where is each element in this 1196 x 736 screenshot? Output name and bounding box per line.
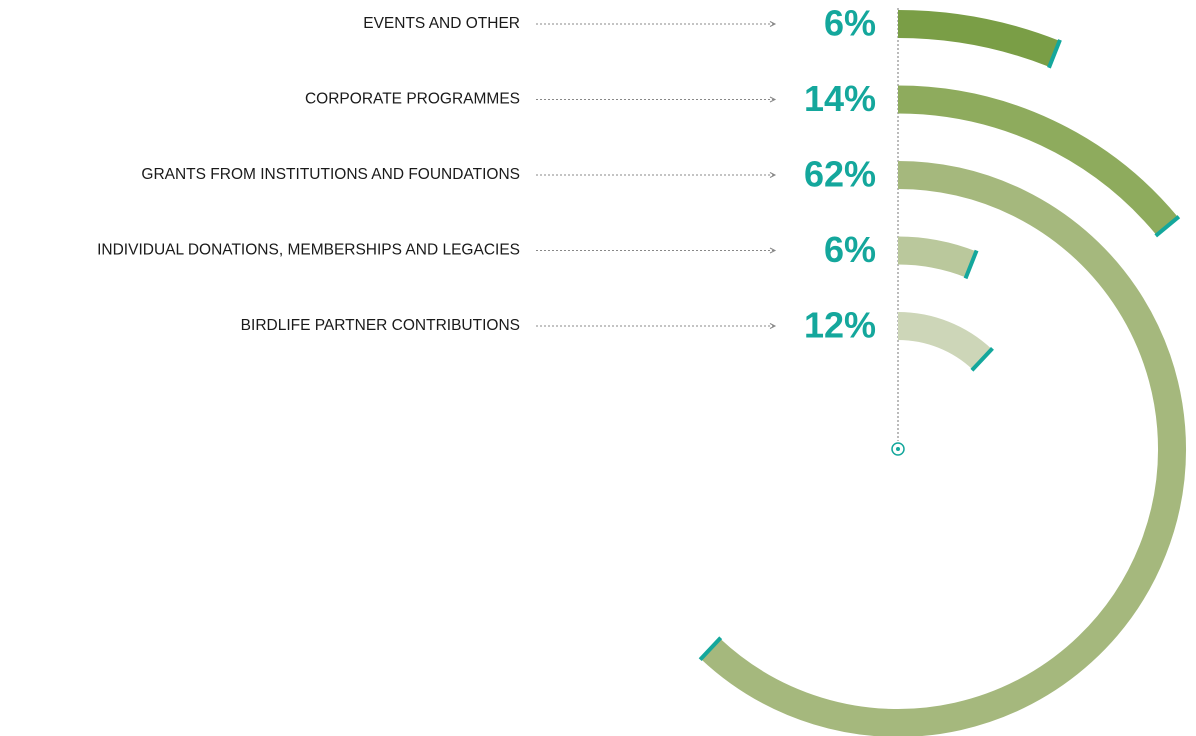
arc-end-cap bbox=[1047, 39, 1062, 69]
center-dot bbox=[896, 447, 900, 451]
category-label: EVENTS AND OTHER bbox=[363, 15, 520, 32]
leader-arrow bbox=[769, 96, 777, 103]
leader-arrow bbox=[769, 21, 777, 27]
value-label: 6% bbox=[824, 3, 876, 44]
arc-end-cap bbox=[970, 347, 994, 372]
value-label: 6% bbox=[824, 229, 876, 270]
category-label: BIRDLIFE PARTNER CONTRIBUTIONS bbox=[241, 317, 520, 334]
arc-bar bbox=[897, 312, 992, 370]
arc-end-cap bbox=[1154, 215, 1181, 238]
arc-bar bbox=[897, 10, 1060, 67]
arc-bar bbox=[897, 85, 1179, 236]
value-label: 14% bbox=[804, 78, 876, 119]
leader-arrow bbox=[769, 172, 777, 178]
value-label: 12% bbox=[804, 305, 876, 346]
center-ring bbox=[891, 442, 905, 456]
arc-bar bbox=[700, 161, 1186, 736]
arc-end-cap bbox=[963, 249, 979, 280]
leader-arrow bbox=[769, 323, 777, 329]
arc-bar bbox=[897, 236, 977, 278]
value-label: 62% bbox=[804, 154, 876, 195]
category-label: GRANTS FROM INSTITUTIONS AND FOUNDATIONS bbox=[141, 166, 520, 183]
arc-end-cap bbox=[698, 636, 723, 662]
category-label: CORPORATE PROGRAMMES bbox=[305, 91, 520, 108]
leader-arrow bbox=[769, 247, 777, 254]
category-label: INDIVIDUAL DONATIONS, MEMBERSHIPS AND LE… bbox=[97, 242, 520, 259]
